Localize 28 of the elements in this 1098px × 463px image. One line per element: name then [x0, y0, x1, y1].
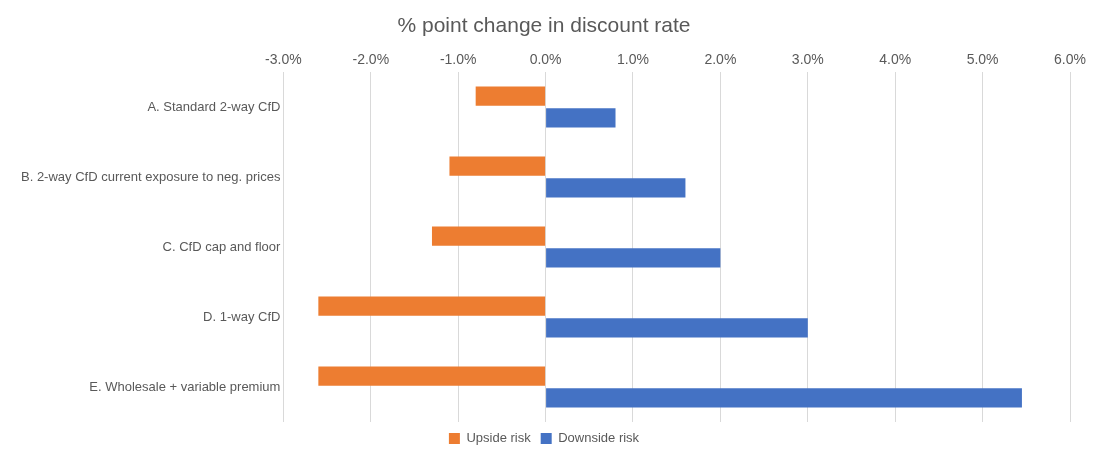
y-tick-label: D. 1-way CfD: [203, 308, 281, 324]
bar: [546, 178, 686, 198]
bar: [318, 296, 546, 316]
x-tick-label: 6.0%: [1054, 51, 1086, 68]
legend-label: Upside risk: [466, 430, 532, 446]
bar: [546, 248, 721, 268]
x-tick-label: 1.0%: [617, 51, 649, 68]
x-tick-label: 2.0%: [704, 51, 737, 68]
x-tick-label: 3.0%: [791, 51, 824, 68]
y-tick-label: C. CfD cap and floor: [162, 238, 282, 254]
chart-title: % point change in discount rate: [397, 13, 691, 37]
bar: [546, 108, 616, 128]
x-tick-label: -1.0%: [439, 51, 477, 68]
x-tick-label: -3.0%: [265, 51, 302, 68]
y-tick-label: E. Wholesale + variable premium: [89, 378, 281, 394]
bar: [546, 388, 1022, 408]
x-tick-label: -2.0%: [352, 51, 390, 68]
bar: [318, 366, 546, 386]
x-tick-label: 5.0%: [966, 51, 999, 68]
x-tick-label: 4.0%: [879, 51, 912, 68]
legend-label: Downside risk: [558, 430, 640, 446]
y-tick-label: B. 2-way CfD current exposure to neg. prices: [21, 168, 281, 184]
bar: [475, 86, 546, 106]
bar: [546, 318, 808, 338]
bar: [431, 226, 546, 246]
bar: [449, 156, 546, 176]
y-tick-label: A. Standard 2-way CfD: [147, 98, 281, 114]
x-tick-label: 0.0%: [529, 51, 562, 68]
